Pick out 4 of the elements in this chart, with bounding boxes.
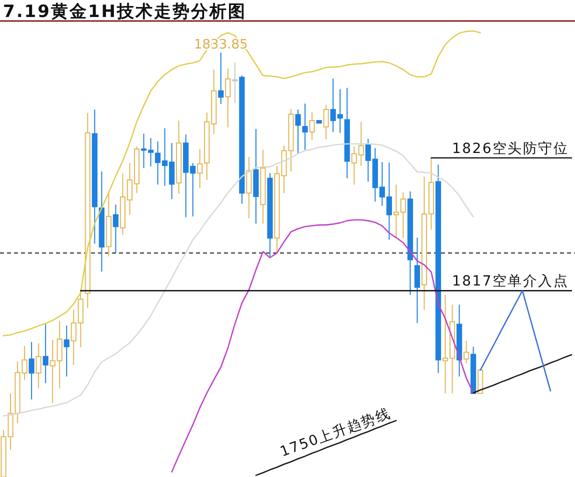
series-name: 1817空单介入点	[452, 274, 568, 290]
series-name: 1826空头防守位	[452, 140, 568, 157]
series-name: 1750上升趋势线	[278, 406, 394, 460]
title: 7.19黄金1H技术走势分析图	[3, 2, 246, 22]
